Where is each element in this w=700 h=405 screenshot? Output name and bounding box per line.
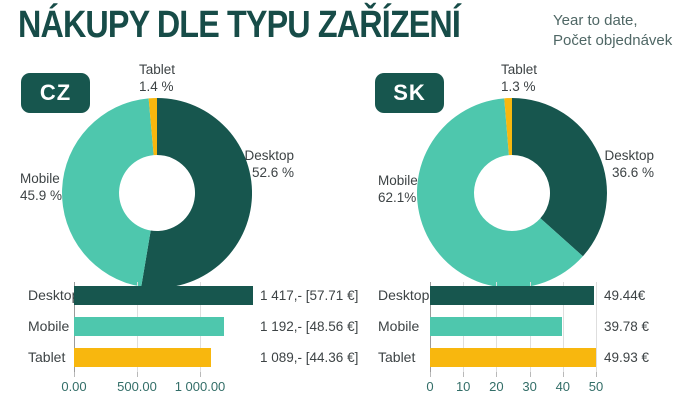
donut-label-mobile-sk: Mobile 62.1% (378, 172, 418, 206)
slice-pct: 62.1% (378, 190, 417, 205)
bar-category-desktop: Desktop (28, 287, 80, 303)
slice-pct: 1.3 % (501, 79, 536, 94)
bar-category-mobile: Mobile (378, 318, 420, 334)
slice-pct: 36.6 % (611, 165, 654, 180)
bar-value-tablet: 49.93 € (604, 350, 650, 365)
page-subtitle: Year to date, Počet objednávek (553, 11, 672, 51)
page-title: NÁKUPY DLE TYPU ZAŘÍZENÍ (18, 4, 461, 46)
slice-pct: 1.4 % (139, 79, 174, 94)
subtitle-line-2: Počet objednávek (553, 32, 673, 49)
donut-slice-tablet (148, 98, 157, 156)
axis-tick (529, 372, 531, 377)
axis-tick-label: 1 000.00 (174, 379, 226, 394)
axis-tick-label: 0.00 (61, 379, 87, 394)
donut-slice-tablet (504, 98, 512, 156)
bar-value-desktop: 1 417,- [57.71 €] (260, 288, 359, 303)
gridline (562, 282, 564, 372)
bar-chart-sk: Desktop Mobile Tablet 0 10 20 30 40 50 49.44€… (370, 278, 700, 405)
donut-slice-mobile (62, 98, 154, 287)
axis-tick-label: 10 (455, 379, 471, 394)
axis-tick (200, 372, 201, 377)
bar-desktop (430, 286, 595, 305)
donut-label-tablet-sk: Tablet 1.3 % (501, 61, 537, 95)
donut-label-desktop-sk: Desktop 36.6 % (590, 147, 654, 181)
donut-slice-desktop (512, 98, 607, 257)
donut-label-mobile-cz: Mobile 45.9 % (20, 170, 62, 204)
slice-label: Tablet (501, 62, 538, 77)
axis-tick-label: 30 (522, 379, 537, 394)
bar-category-desktop: Desktop (378, 287, 430, 303)
axis-tick (463, 372, 465, 377)
axis-tick (74, 372, 75, 377)
slice-label: Desktop (604, 148, 654, 163)
bar-plot-area: 0 10 20 30 40 50 (426, 278, 700, 405)
gridline (596, 282, 597, 372)
subtitle-line-1: Year to date, (553, 12, 638, 29)
bar-value-tablet: 1 089,- [44.36 €] (260, 350, 359, 365)
bar-category-mobile: Mobile (28, 318, 70, 334)
axis-tick-label: 20 (489, 379, 504, 394)
axis-tick (430, 372, 431, 377)
donut-slice-desktop (141, 98, 252, 288)
bar-desktop (74, 286, 253, 305)
axis-tick (596, 372, 597, 377)
slice-label: Mobile (378, 173, 418, 188)
donut-chart-sk (417, 98, 607, 288)
axis-tick-label: 0 (426, 379, 434, 394)
bar-mobile (74, 317, 225, 336)
axis-tick (137, 372, 138, 377)
donut-chart-cz (62, 98, 252, 288)
bar-category-tablet: Tablet (378, 349, 416, 365)
slice-label: Mobile (20, 171, 60, 186)
axis-tick (562, 372, 564, 377)
bar-mobile (430, 317, 563, 336)
bar-value-mobile: 39.78 € (604, 319, 650, 334)
slice-label: Tablet (139, 62, 176, 77)
slice-pct: 52.6 % (251, 165, 294, 180)
bar-chart-cz: Desktop Mobile Tablet 0.00 500.00 1 000.00… (20, 278, 358, 405)
axis-tick (496, 372, 498, 377)
bar-value-mobile: 1 192,- [48.56 €] (260, 319, 359, 334)
region-badge-sk: SK (375, 73, 444, 113)
region-badge-cz: CZ (21, 73, 90, 113)
bar-category-tablet: Tablet (28, 349, 66, 365)
bar-tablet (74, 348, 212, 367)
donut-slice-mobile (417, 98, 583, 288)
donut-label-tablet-cz: Tablet 1.4 % (139, 61, 175, 95)
bar-value-desktop: 49.44€ (604, 288, 646, 303)
axis-tick-label: 500.00 (117, 379, 157, 394)
bar-plot-area: 0.00 500.00 1 000.00 (61, 278, 350, 405)
slice-pct: 45.9 % (20, 188, 63, 203)
bar-tablet (430, 348, 596, 367)
donut-label-desktop-cz: Desktop 52.6 % (230, 147, 294, 181)
axis-tick-label: 50 (588, 379, 604, 394)
axis-tick-label: 40 (555, 379, 571, 394)
slice-label: Desktop (244, 148, 294, 163)
